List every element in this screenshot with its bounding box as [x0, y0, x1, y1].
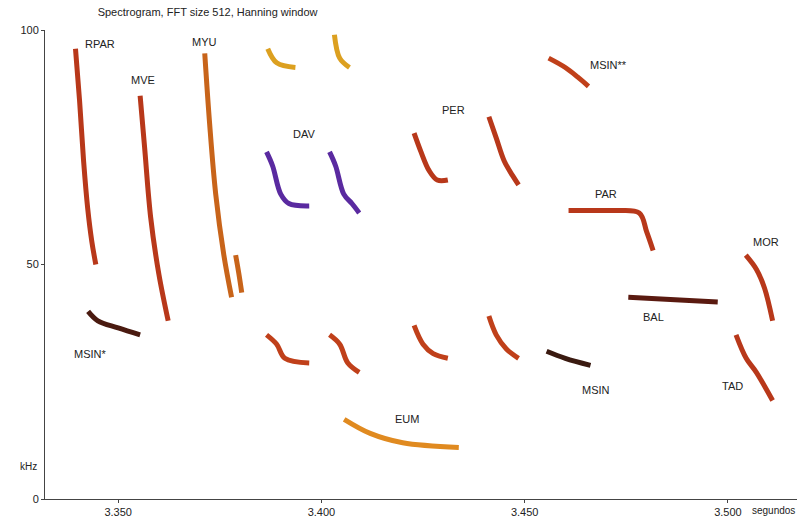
svg-text:3.500: 3.500: [714, 506, 742, 518]
svg-text:DAV: DAV: [293, 128, 315, 140]
svg-text:Spectrogram, FFT size 512, Han: Spectrogram, FFT size 512, Hanning windo…: [98, 6, 318, 18]
svg-text:EUM: EUM: [395, 413, 419, 425]
svg-text:BAL: BAL: [643, 311, 664, 323]
svg-text:TAD: TAD: [722, 380, 743, 392]
svg-text:PER: PER: [442, 104, 465, 116]
svg-text:3.400: 3.400: [308, 506, 336, 518]
svg-text:MSIN: MSIN: [582, 384, 610, 396]
svg-text:3.450: 3.450: [511, 506, 539, 518]
svg-text:0: 0: [33, 493, 39, 505]
svg-text:3.350: 3.350: [104, 506, 132, 518]
svg-text:RPAR: RPAR: [85, 38, 115, 50]
svg-text:kHz: kHz: [20, 461, 37, 472]
svg-text:segundos: segundos: [752, 505, 795, 516]
svg-text:MOR: MOR: [753, 236, 779, 248]
svg-text:MVE: MVE: [131, 74, 155, 86]
svg-text:MYU: MYU: [192, 36, 217, 48]
svg-text:PAR: PAR: [595, 188, 617, 200]
svg-text:MSIN*: MSIN*: [74, 348, 107, 360]
svg-text:50: 50: [27, 258, 39, 270]
svg-text:100: 100: [20, 24, 38, 36]
svg-text:MSIN**: MSIN**: [590, 59, 627, 71]
